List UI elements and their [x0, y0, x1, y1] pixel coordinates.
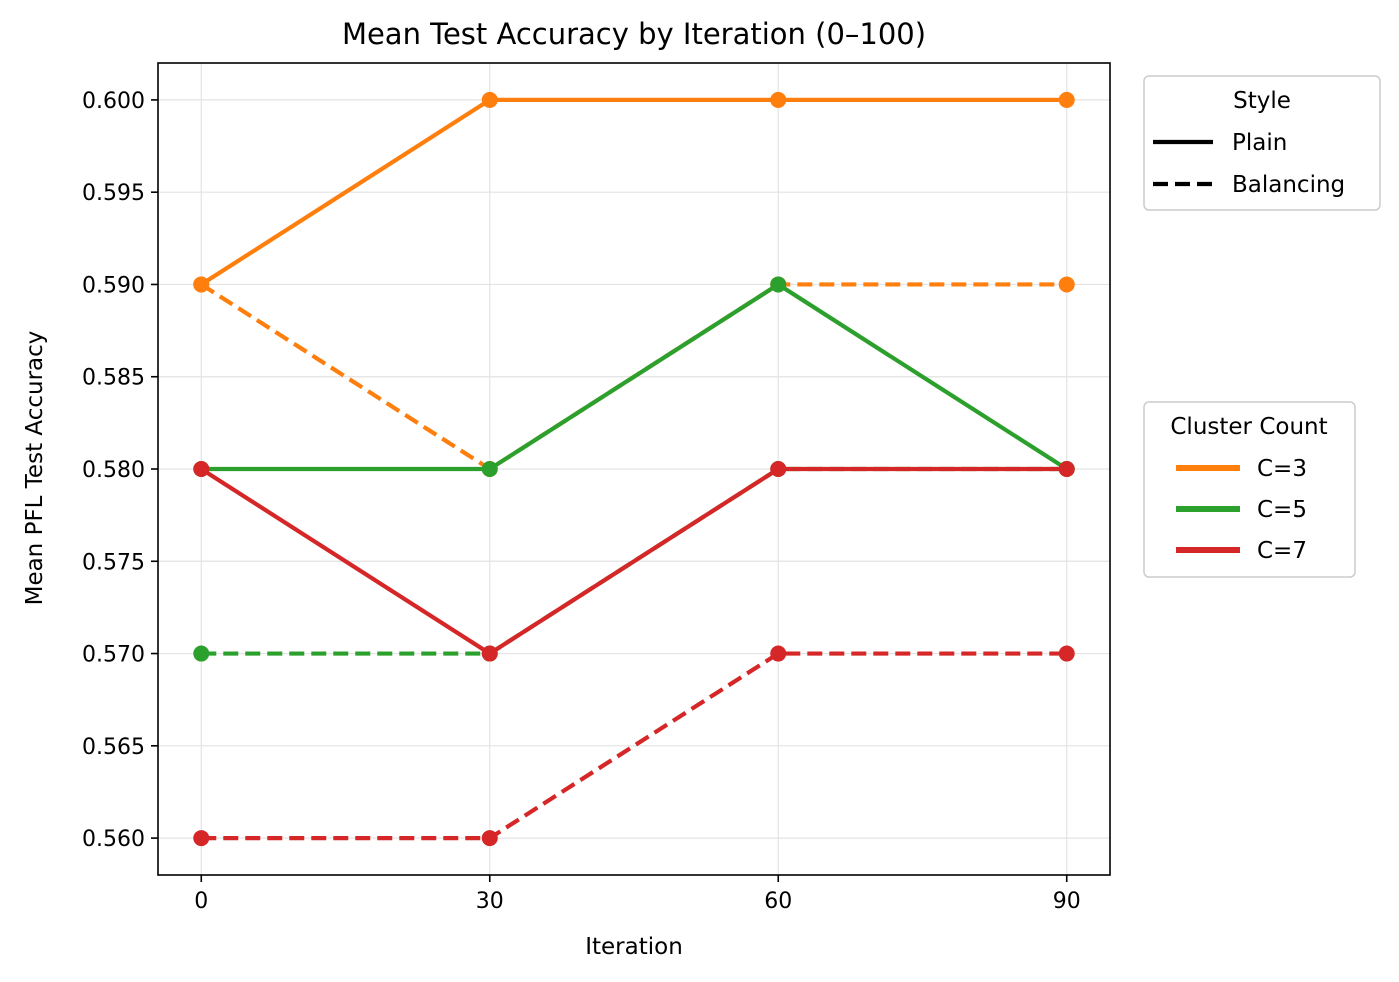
series-c7-plain: [193, 461, 1075, 662]
y-tick-label: 0.560: [82, 827, 145, 852]
y-tick-label: 0.575: [82, 550, 145, 575]
y-tick-label: 0.590: [82, 273, 145, 298]
data-point-c3-plain: [1058, 91, 1075, 108]
x-axis: 0 30 60 90: [194, 875, 1081, 914]
legend-style-title: Style: [1233, 88, 1291, 114]
series-line-c7-plain: [198, 466, 1069, 656]
x-tick-label: 0: [194, 889, 208, 914]
legend-label-plain: Plain: [1232, 130, 1287, 156]
legend-label-c3: C=3: [1257, 456, 1307, 482]
x-tick-label: 60: [764, 889, 792, 914]
series-line-c3-plain: [198, 97, 1069, 288]
y-tick-label: 0.585: [82, 366, 145, 391]
data-point-c3-balancing: [1058, 276, 1075, 293]
legend-label-balancing: Balancing: [1232, 172, 1345, 198]
y-tick-label: 0.565: [82, 735, 145, 760]
legend-label-c7: C=7: [1257, 538, 1307, 564]
data-point-c7-balancing: [1058, 645, 1075, 662]
series-line-c7-balancing: [201, 651, 1067, 841]
data-point-c3-plain: [481, 91, 498, 108]
data-point-c3-balancing: [193, 276, 210, 293]
data-point-c7-balancing: [193, 830, 210, 847]
legend-cluster: Cluster Count C=3 C=5 C=7: [1143, 401, 1356, 578]
x-tick-label: 90: [1053, 889, 1081, 914]
data-point-c7-balancing: [481, 830, 498, 847]
legend-style: Style Plain Balancing: [1143, 75, 1381, 211]
data-point-c7-plain: [481, 645, 498, 662]
y-tick-label: 0.580: [82, 458, 145, 483]
y-tick-label: 0.595: [82, 181, 145, 206]
series-layer: [193, 91, 1075, 847]
data-point-c5-balancing: [193, 645, 210, 662]
x-axis-label: Iteration: [585, 934, 683, 960]
y-axis: 0.560 0.565 0.570 0.575 0.580 0.585 0.590 0.595…: [82, 89, 158, 852]
y-axis-label: Mean PFL Test Accuracy: [22, 331, 48, 606]
data-point-c7-plain: [1058, 461, 1075, 477]
legend-label-c5: C=5: [1257, 497, 1307, 523]
data-point-c7-balancing: [770, 645, 787, 662]
y-tick-label: 0.600: [82, 89, 145, 114]
data-point-c5-plain: [770, 276, 787, 293]
legend-cluster-title: Cluster Count: [1170, 414, 1327, 440]
data-point-c3-plain: [770, 91, 787, 108]
series-c7-balancing: [193, 645, 1075, 847]
data-point-c5-plain: [481, 461, 498, 477]
data-point-c7-plain: [193, 461, 210, 477]
chart-title: Mean Test Accuracy by Iteration (0–100): [342, 17, 926, 51]
y-tick-label: 0.570: [82, 643, 145, 668]
legend-style-box: [1143, 75, 1381, 211]
series-line-c5-plain: [199, 282, 1070, 472]
x-tick-label: 30: [476, 889, 504, 914]
legend-cluster-box: [1143, 401, 1356, 578]
data-point-c7-plain: [770, 461, 787, 477]
